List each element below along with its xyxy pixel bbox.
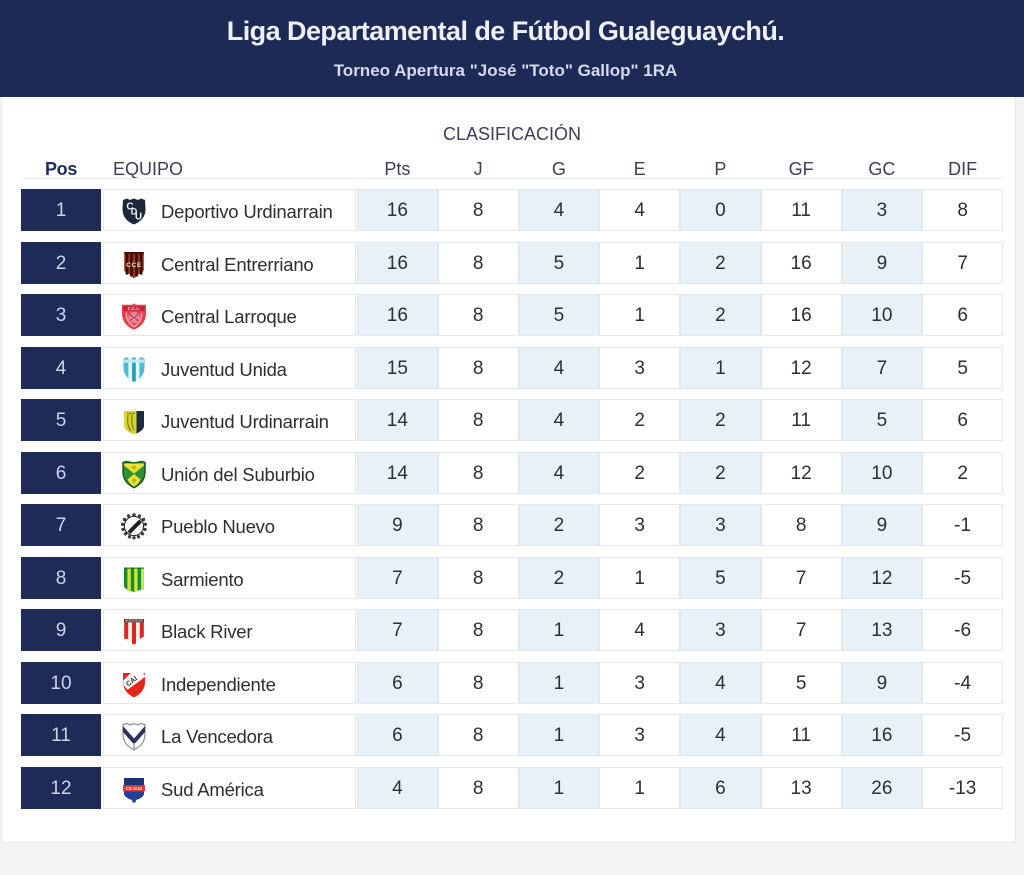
svg-text:C.C.L.: C.C.L.	[128, 306, 141, 311]
svg-text:BLACK RIVER: BLACK RIVER	[125, 619, 142, 623]
svg-text:D: D	[131, 207, 138, 217]
svg-text:CCE: CCE	[126, 261, 142, 268]
svg-text:U: U	[135, 212, 142, 223]
svg-text:CS·SUD: CS·SUD	[126, 785, 143, 790]
svg-text:C: C	[126, 202, 133, 213]
